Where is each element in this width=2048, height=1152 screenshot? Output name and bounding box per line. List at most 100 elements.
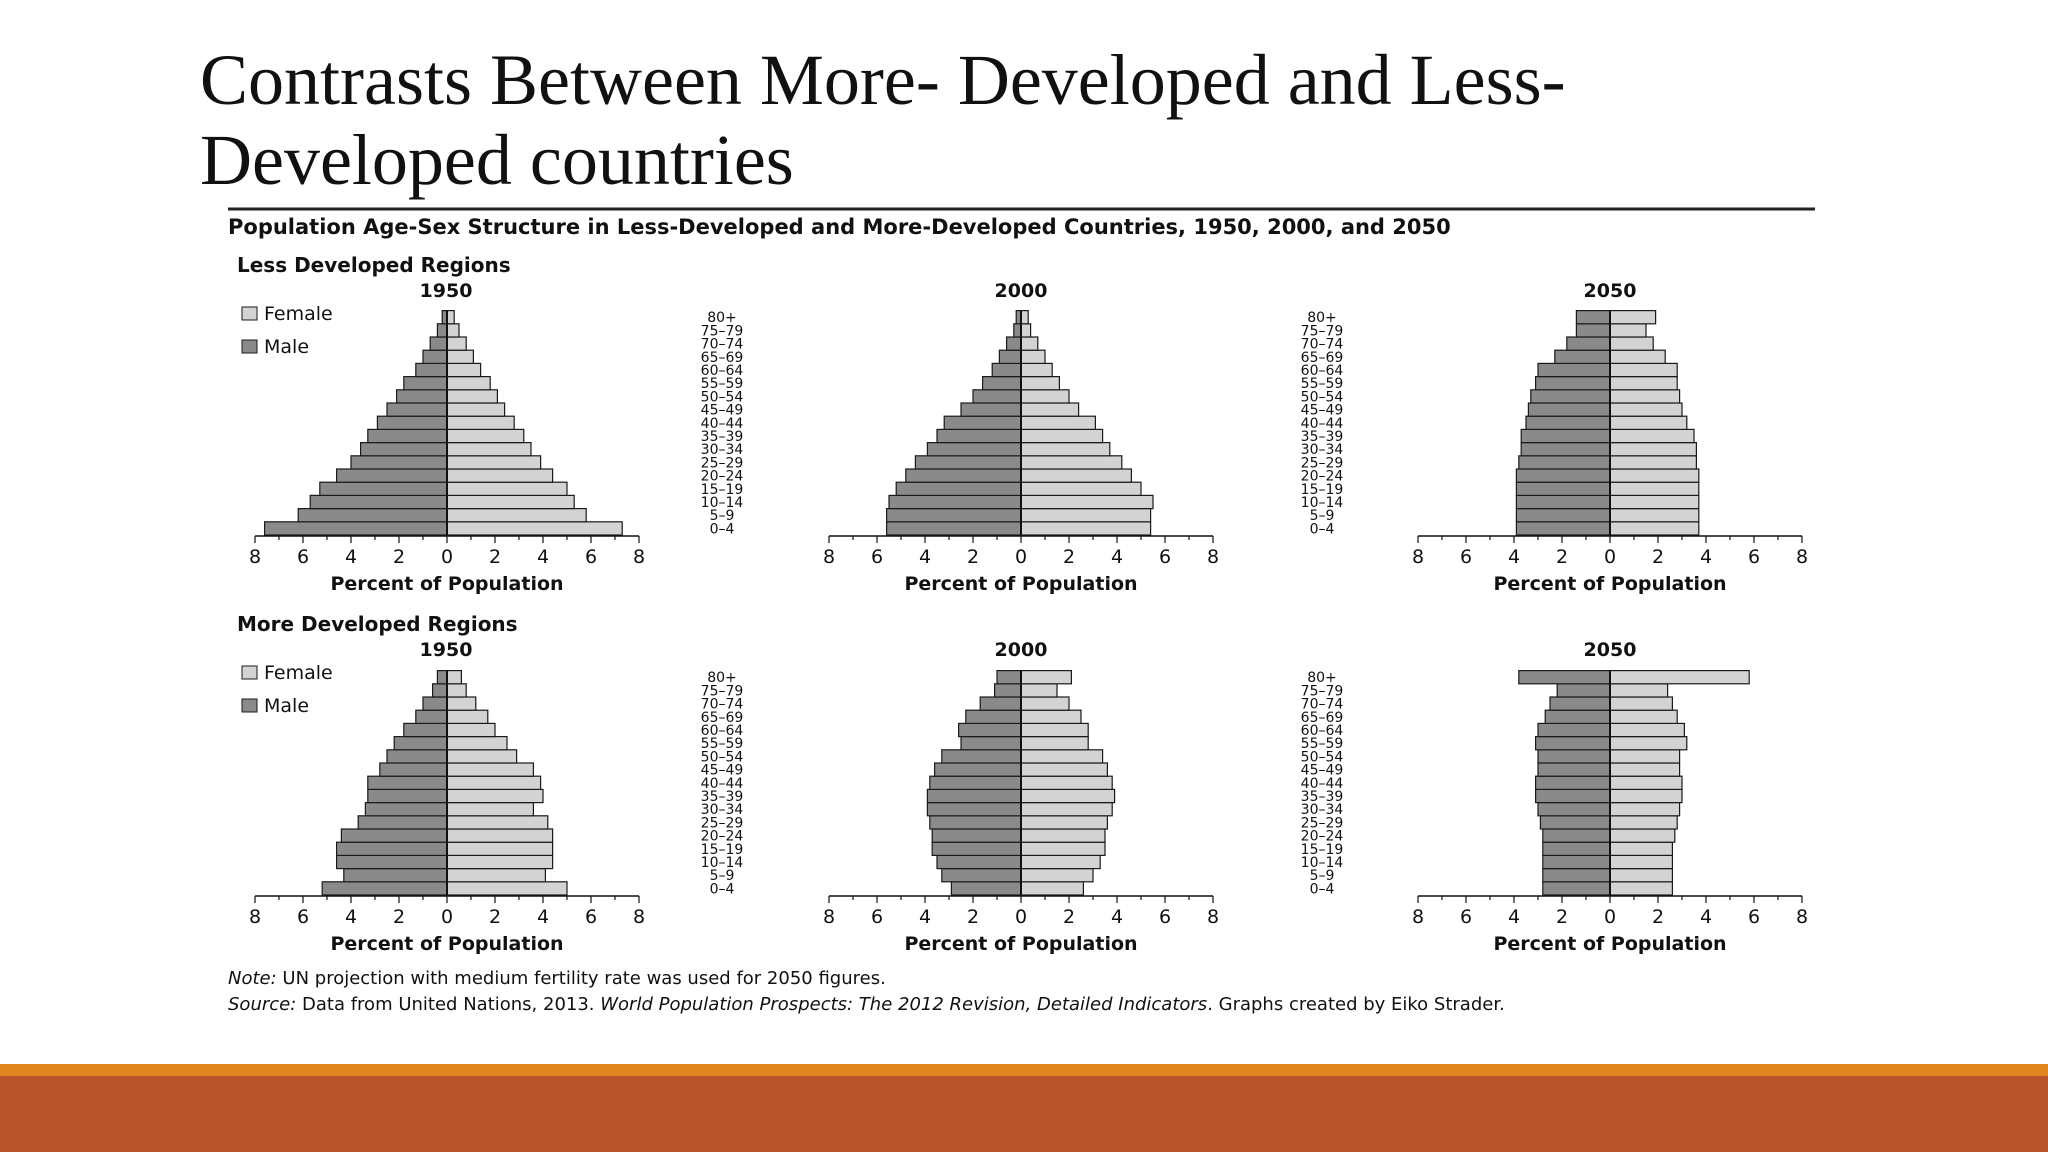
x-tick-label: 4	[919, 546, 931, 568]
bar-female	[1020, 428, 1104, 444]
age-label-5-9: 5–9	[1310, 868, 1335, 884]
x-tick-label: 8	[823, 906, 835, 928]
bar-male	[1575, 323, 1611, 338]
bar-male	[1520, 442, 1611, 457]
age-label-55-59: 55–59	[701, 736, 744, 752]
figure-source: Source: Data from United Nations, 2013. …	[228, 994, 1505, 1015]
bar-female	[446, 788, 544, 804]
source-label: Source:	[228, 994, 296, 1015]
age-label-10-14: 10–14	[701, 855, 744, 871]
bar-female	[1020, 349, 1046, 365]
bar-male	[1542, 881, 1611, 896]
bar-female	[446, 722, 496, 738]
x-tick-label: 4	[1111, 906, 1123, 928]
bar-male	[319, 481, 448, 497]
bar-female	[1020, 854, 1101, 870]
year-label-more-1950: 1950	[420, 639, 473, 661]
x-tick-label: 0	[1604, 546, 1616, 568]
bar-male	[1515, 508, 1611, 523]
bar-male	[1520, 428, 1611, 444]
age-label-20-24: 20–24	[1301, 829, 1344, 845]
age-label-0-4: 0–4	[710, 521, 735, 537]
bar-female	[446, 709, 489, 725]
bar-female	[1020, 310, 1029, 325]
bar-male	[931, 828, 1022, 843]
figure-note: Note: UN projection with medium fertilit…	[228, 968, 886, 989]
age-label-30-34: 30–34	[701, 802, 744, 818]
bar-male	[367, 788, 448, 804]
age-label-40-44: 40–44	[1301, 416, 1344, 432]
bar-male	[396, 389, 448, 404]
age-label-15-19: 15–19	[701, 482, 744, 498]
bar-male	[1534, 775, 1611, 791]
age-label-65-69: 65–69	[1301, 710, 1344, 726]
bar-female	[1609, 867, 1674, 883]
year-label-less-2050: 2050	[1584, 280, 1637, 302]
bar-male	[1534, 376, 1611, 391]
bar-female	[446, 854, 554, 870]
age-label-70-74: 70–74	[1301, 337, 1344, 353]
bar-male	[1013, 323, 1022, 338]
bar-male	[926, 788, 1022, 804]
bar-male	[1554, 349, 1611, 365]
x-tick-label: 2	[1063, 546, 1075, 568]
bar-female	[446, 669, 462, 685]
year-label-less-2000: 2000	[995, 280, 1048, 302]
x-tick-label: 6	[871, 546, 883, 568]
bar-male	[1542, 854, 1611, 870]
slide-title: Contrasts Between More- Developed and Le…	[200, 40, 1900, 200]
x-tick-label: 4	[1111, 546, 1123, 568]
bar-female	[1609, 389, 1681, 404]
x-tick-label: 6	[297, 906, 309, 928]
bar-female	[1609, 336, 1654, 351]
age-label-35-39: 35–39	[701, 429, 744, 445]
bar-female	[446, 683, 467, 698]
bar-male	[1542, 828, 1611, 843]
bar-female	[1020, 881, 1085, 896]
age-label-55-59: 55–59	[1301, 376, 1344, 392]
bar-male	[943, 415, 1022, 431]
bar-female	[1609, 735, 1688, 751]
legend-swatch-male	[241, 698, 258, 713]
bar-male	[1534, 735, 1611, 751]
age-label-75-79: 75–79	[1301, 323, 1344, 339]
bar-male	[422, 349, 448, 365]
age-label-70-74: 70–74	[701, 697, 744, 713]
x-tick-label: 6	[871, 906, 883, 928]
bar-female	[1609, 669, 1750, 685]
bar-female	[1020, 481, 1142, 497]
bar-female	[1020, 841, 1106, 857]
bar-male	[993, 683, 1022, 698]
bar-male	[297, 508, 448, 523]
bar-male	[364, 801, 448, 817]
bar-female	[1609, 349, 1666, 365]
x-tick-label: 2	[489, 546, 501, 568]
bar-male	[1537, 749, 1611, 764]
bar-female	[1020, 775, 1113, 791]
age-label-80+: 80+	[1307, 670, 1337, 686]
bar-female	[1020, 735, 1089, 751]
age-label-5-9: 5–9	[710, 508, 735, 524]
bar-female	[1020, 442, 1111, 457]
bar-male	[350, 455, 448, 470]
bar-female	[1609, 362, 1678, 378]
age-label-0-4: 0–4	[710, 881, 735, 897]
bar-male	[1525, 415, 1611, 431]
x-tick-label: 2	[1652, 906, 1664, 928]
bar-male	[1549, 696, 1611, 711]
age-label-25-29: 25–29	[1301, 815, 1344, 831]
legend-label-female: Female	[264, 662, 333, 684]
x-tick-label: 8	[1796, 906, 1808, 928]
bar-male	[1518, 455, 1611, 470]
x-tick-label: 6	[585, 906, 597, 928]
age-label-45-49: 45–49	[701, 403, 744, 419]
bar-male	[403, 722, 448, 738]
bar-female	[446, 762, 535, 777]
bar-female	[446, 775, 542, 791]
x-tick-label: 2	[1063, 906, 1075, 928]
bar-female	[446, 735, 508, 751]
bar-female	[1020, 468, 1133, 483]
age-label-0-4: 0–4	[1310, 881, 1335, 897]
note-text: UN projection with medium fertility rate…	[277, 968, 886, 989]
bar-female	[446, 442, 532, 457]
